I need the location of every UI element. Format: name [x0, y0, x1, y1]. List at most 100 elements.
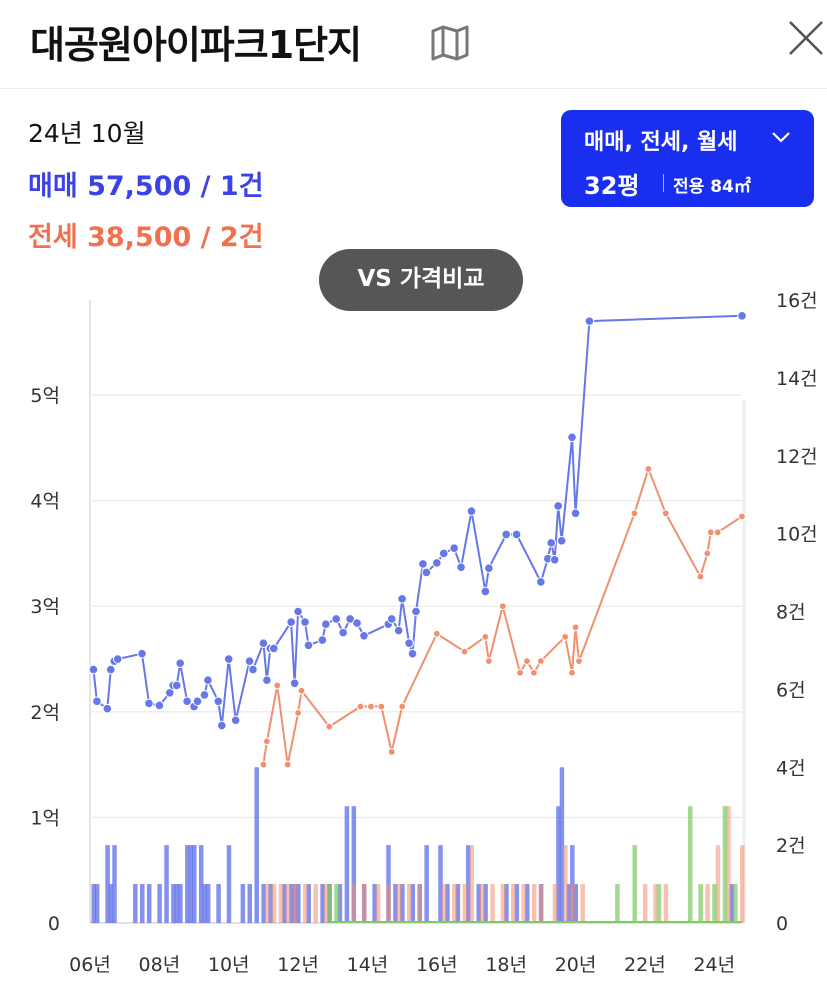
sale-volume-bar: [254, 767, 259, 923]
sale-volume-bar: [133, 884, 138, 923]
close-icon[interactable]: [786, 18, 826, 58]
sale-volume-bar: [556, 806, 561, 923]
monthly-volume-bar: [327, 884, 332, 923]
sale-price-point: [102, 703, 113, 714]
sale-volume-bar: [226, 845, 232, 923]
jeonse-volume-bar: [726, 806, 731, 923]
chevron-down-icon: [772, 132, 790, 143]
sale-volume-bar: [445, 884, 450, 923]
sale-price-point: [213, 696, 224, 707]
sale-price-point: [484, 563, 494, 574]
jeonse-price-point: [571, 623, 580, 632]
monthly-volume-bar: [712, 884, 717, 923]
y-right-tick-label: 6건: [776, 679, 806, 701]
sale-price-point: [293, 606, 303, 617]
sale-volume-bar: [261, 884, 266, 923]
jeonse-volume-bar: [653, 884, 658, 923]
sale-price-point: [269, 643, 279, 654]
jeonse-volume-bar: [642, 884, 648, 923]
jeonse-volume-bar: [705, 884, 710, 923]
sale-price-point: [182, 696, 192, 707]
vs-compare-button[interactable]: VS 가격비교: [319, 249, 523, 311]
jeonse-volume-bar: [663, 884, 669, 923]
sale-volume-bar: [483, 884, 488, 923]
y-right-tick-label: 10건: [776, 524, 818, 546]
sale-volume-bar: [514, 884, 520, 923]
jeonse-price-point: [325, 722, 334, 731]
sale-price-point: [397, 594, 407, 604]
jeonse-price-point: [398, 702, 407, 711]
sale-price-point: [321, 619, 331, 629]
sale-price-point: [553, 501, 563, 511]
sale-price-line: [92, 314, 743, 726]
sale-price-point: [262, 675, 272, 685]
jeonse-volume-bar: [552, 884, 558, 923]
jeonse-volume-bar: [715, 845, 721, 923]
sale-volume-bar: [178, 884, 183, 923]
sale-volume-bar: [524, 884, 530, 923]
jeonse-price-point: [696, 572, 705, 581]
sale-price-point: [511, 529, 522, 540]
jeonse-volume-bar: [351, 884, 357, 923]
sale-price-point: [112, 654, 123, 664]
jeonse-volume-bar: [323, 884, 329, 923]
y-right-tick-label: 12건: [776, 446, 818, 468]
jeonse-volume-bar: [521, 884, 527, 923]
jeonse-volume-bar: [303, 884, 308, 923]
sale-volume-bar: [344, 806, 350, 923]
map-icon[interactable]: [430, 24, 470, 62]
sale-price-point: [216, 720, 227, 731]
jeonse-price-point: [367, 702, 375, 711]
sale-price-point: [171, 680, 182, 691]
jeonse-price-point: [356, 702, 365, 711]
sale-volume-bar: [559, 767, 565, 923]
y-left-tick-label: 5억: [30, 385, 60, 407]
sale-volume-bar: [372, 884, 377, 923]
sale-price-point: [300, 617, 310, 627]
y-left-tick-label: 0: [48, 913, 60, 935]
sale-price-point: [258, 638, 269, 648]
sale-volume-bar: [174, 884, 180, 923]
trade-type-filter-button[interactable]: 매매, 전세, 월세 32평 전용 84㎡: [561, 110, 814, 207]
sale-volume-bar: [268, 884, 273, 923]
jeonse-price-point: [536, 657, 545, 666]
jeonse-volume-bar: [570, 884, 575, 923]
sale-price-point: [421, 567, 432, 578]
jeonse-price-point: [661, 509, 670, 518]
jeonse-volume-bar: [285, 884, 291, 923]
sale-volume-bar: [112, 845, 117, 923]
x-tick-label: 16년: [416, 954, 458, 976]
y-left-tick-label: 3억: [30, 596, 60, 618]
sale-price-point: [106, 664, 116, 675]
sale-price-point: [289, 678, 300, 689]
sale-volume-bar: [438, 845, 443, 923]
y-right-tick-label: 14건: [776, 368, 818, 390]
monthly-volume-bar: [334, 884, 339, 923]
sale-price-point: [317, 635, 328, 645]
sale-volume-bar: [729, 884, 735, 923]
jeonse-price-point: [703, 549, 712, 558]
jeonse-price-point: [738, 512, 746, 521]
jeonse-price-point: [283, 760, 292, 769]
jeonse-volume-bar: [580, 884, 585, 923]
sale-price-point: [407, 648, 418, 659]
sale-price-point: [199, 690, 210, 700]
divider: [663, 174, 664, 192]
x-tick-label: 08년: [139, 954, 181, 976]
sale-volume-bar: [140, 884, 145, 923]
monthly-volume-bar: [687, 806, 693, 923]
jeonse-price-point: [498, 602, 507, 611]
y-right-tick-label: 4건: [776, 757, 806, 779]
sale-volume-bar: [393, 884, 398, 923]
jeonse-volume-bar: [417, 884, 422, 923]
sale-volume-bar: [320, 884, 325, 923]
selected-date: 24년 10월: [28, 119, 146, 148]
jeonse-volume-bar: [563, 845, 568, 923]
sale-volume-bar: [91, 884, 96, 923]
sale-price-point: [92, 696, 102, 707]
x-tick-label: 06년: [69, 954, 111, 976]
jeonse-price-point: [273, 681, 282, 690]
jeonse-volume-bar: [375, 884, 381, 923]
y-left-tick-label: 2억: [30, 702, 60, 724]
